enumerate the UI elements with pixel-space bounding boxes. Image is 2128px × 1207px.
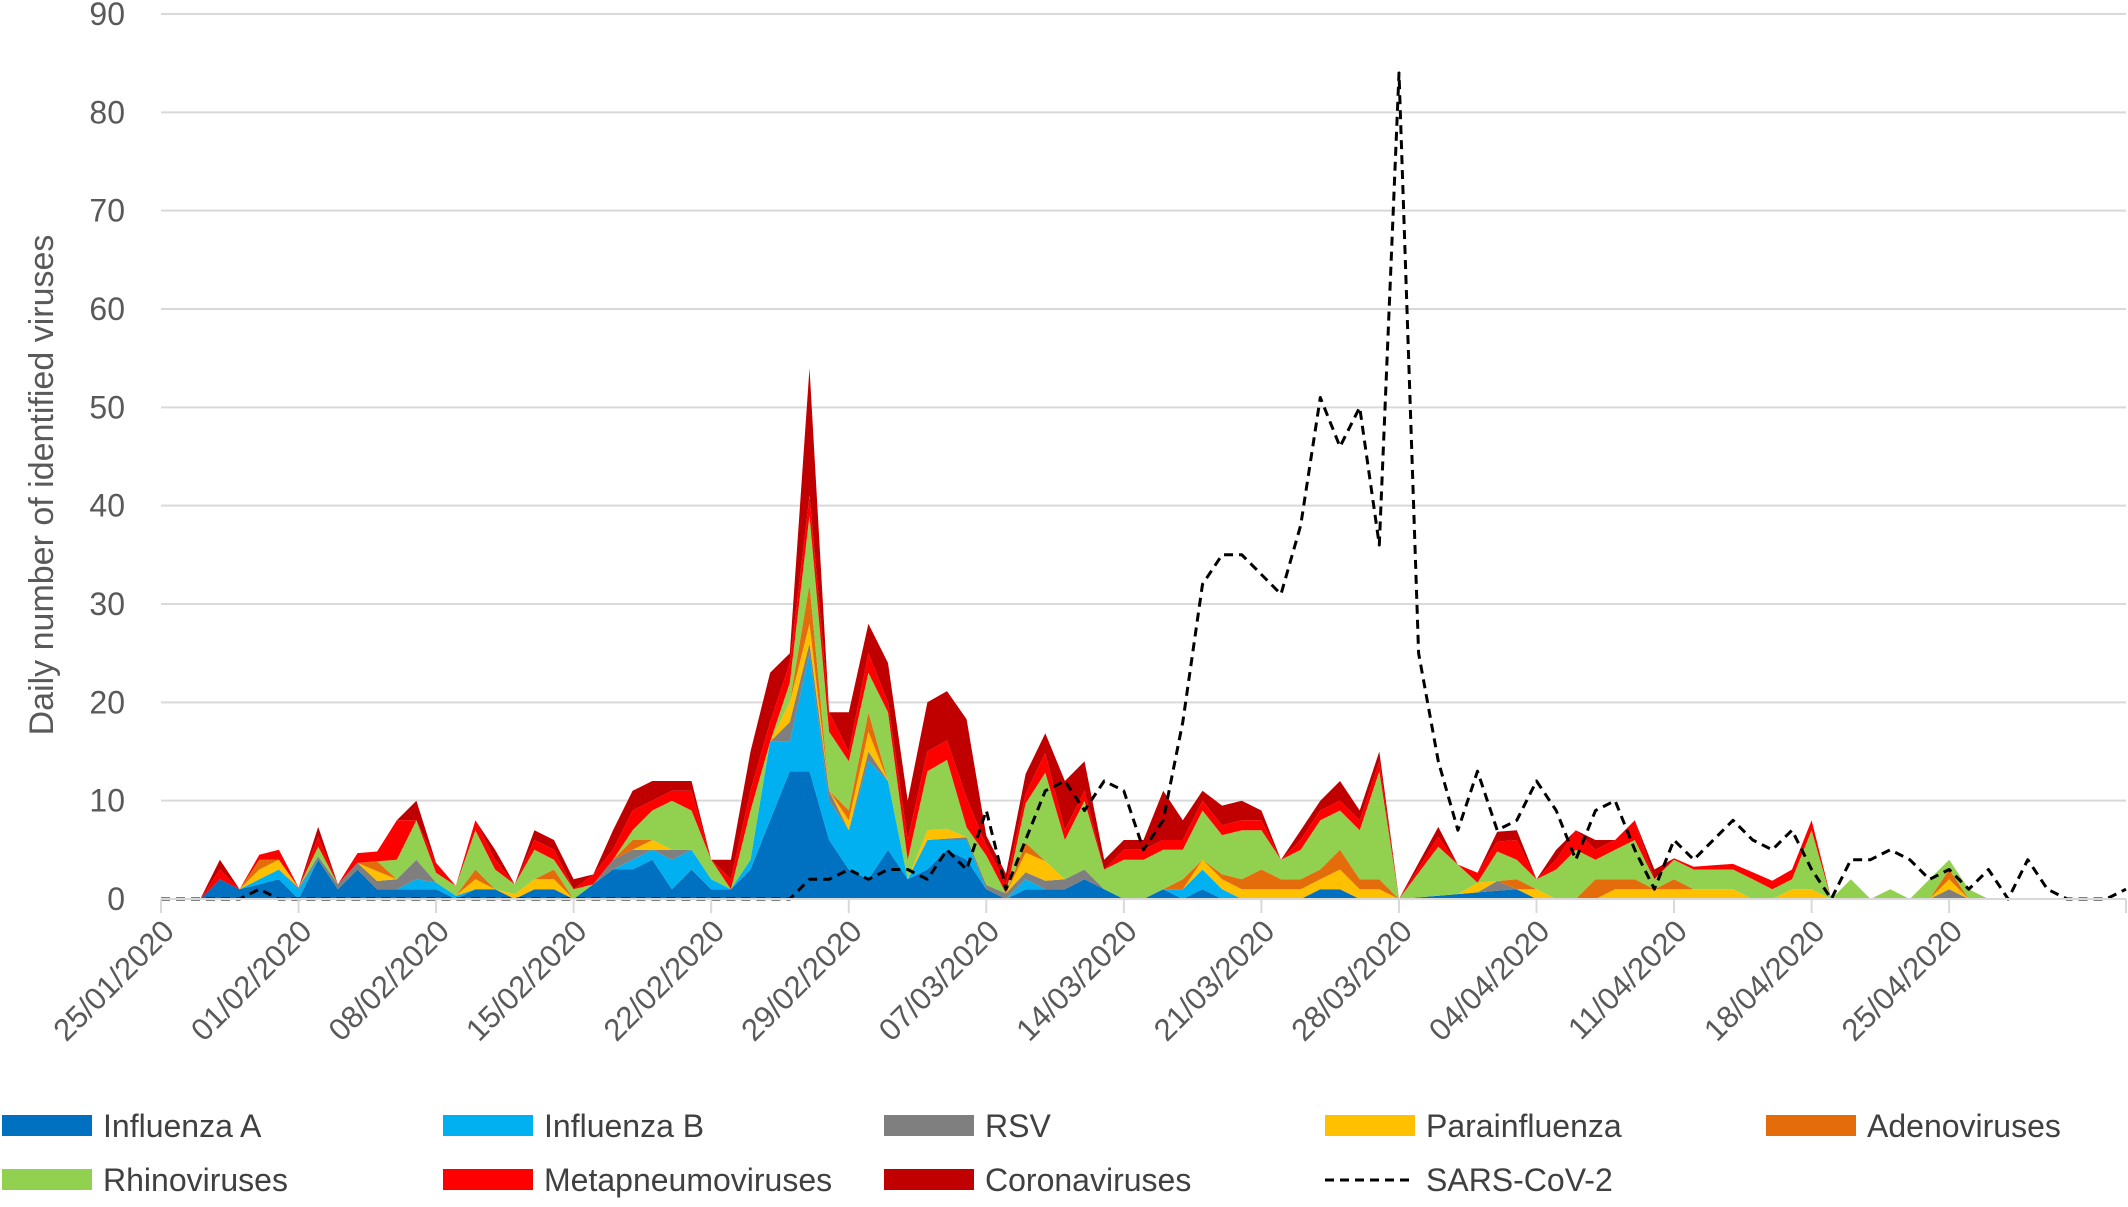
y-tick-label: 80 xyxy=(89,94,125,130)
legend-swatch xyxy=(884,1169,974,1190)
x-tick-label: 18/04/2020 xyxy=(1697,913,1831,1047)
y-tick-label: 50 xyxy=(89,389,125,425)
legend-item: Metapneumoviruses xyxy=(443,1162,832,1198)
legend-swatch xyxy=(443,1169,533,1190)
x-tick-label: 25/01/2020 xyxy=(46,913,180,1047)
area-metapneumoviruses xyxy=(161,495,2126,899)
y-tick-label: 0 xyxy=(107,881,125,917)
legend-item: Adenoviruses xyxy=(1766,1108,2061,1144)
legend-item: Influenza B xyxy=(443,1108,704,1144)
y-tick-label: 10 xyxy=(89,783,125,819)
legend-item: Influenza A xyxy=(2,1108,262,1144)
grid-layer xyxy=(161,13,2126,802)
area-layer xyxy=(161,368,2126,899)
x-tick-label: 29/02/2020 xyxy=(734,913,868,1047)
legend-item: SARS-CoV-2 xyxy=(1325,1162,1613,1198)
y-tick-label: 60 xyxy=(89,291,125,327)
legend-label: Parainfluenza xyxy=(1426,1108,1622,1144)
x-tick-label: 21/03/2020 xyxy=(1147,913,1281,1047)
legend-item: RSV xyxy=(884,1108,1051,1144)
legend-label: Influenza A xyxy=(103,1108,262,1144)
legend-item: Coronaviruses xyxy=(884,1162,1191,1198)
area-coronaviruses xyxy=(161,368,2126,899)
x-tick-label: 14/03/2020 xyxy=(1009,913,1143,1047)
legend-label: Rhinoviruses xyxy=(103,1162,288,1198)
legend-label: Influenza B xyxy=(544,1108,704,1144)
legend: Influenza A Influenza B RSV Parainfluenza Ad… xyxy=(2,1108,2061,1198)
legend-label: RSV xyxy=(985,1108,1051,1144)
legend-swatch xyxy=(1325,1115,1415,1136)
y-axis-title: Daily number of identified viruses xyxy=(23,235,61,736)
legend-swatch xyxy=(884,1115,974,1136)
legend-label: Coronaviruses xyxy=(985,1162,1191,1198)
y-tick-label: 90 xyxy=(89,0,125,32)
legend-swatch xyxy=(443,1115,533,1136)
x-tick-label: 01/02/2020 xyxy=(184,913,318,1047)
x-tick-label: 15/02/2020 xyxy=(459,913,593,1047)
x-tick-label: 28/03/2020 xyxy=(1284,913,1418,1047)
x-tick-label: 07/03/2020 xyxy=(872,913,1006,1047)
y-tick-label: 40 xyxy=(89,488,125,524)
legend-swatch xyxy=(2,1115,92,1136)
legend-item: Rhinoviruses xyxy=(2,1162,288,1198)
x-tick-label: 04/04/2020 xyxy=(1422,913,1556,1047)
legend-item: Parainfluenza xyxy=(1325,1108,1622,1144)
x-tick-label: 11/04/2020 xyxy=(1561,913,1694,1046)
line-sars-cov-2 xyxy=(161,71,2127,901)
legend-swatch xyxy=(2,1169,92,1190)
y-tick-label: 20 xyxy=(89,684,125,720)
area-influenza-a xyxy=(161,771,2126,899)
legend-label: Adenoviruses xyxy=(1867,1108,2061,1144)
x-tick-label: 25/04/2020 xyxy=(1835,913,1969,1047)
x-tick-label: 22/02/2020 xyxy=(597,913,731,1047)
legend-label: SARS-CoV-2 xyxy=(1426,1162,1613,1198)
legend-label: Metapneumoviruses xyxy=(544,1162,832,1198)
x-tick-label: 08/02/2020 xyxy=(322,913,456,1047)
y-tick-label: 70 xyxy=(89,193,125,229)
legend-swatch xyxy=(1766,1115,1856,1136)
line-layer xyxy=(161,71,2127,901)
y-tick-label: 30 xyxy=(89,586,125,622)
